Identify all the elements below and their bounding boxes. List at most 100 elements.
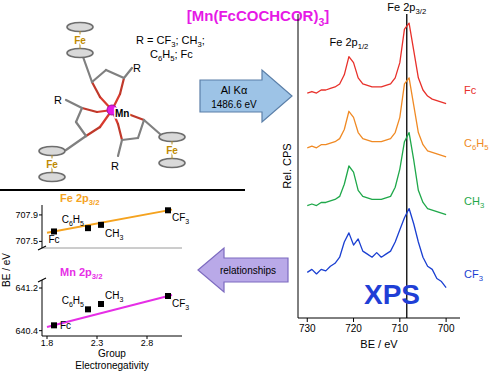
arrow-text: Al Kα (221, 84, 248, 96)
spectrum (307, 78, 446, 157)
y-tick (39, 330, 42, 331)
cp-ring (39, 147, 65, 156)
mn-label: Mn (115, 108, 129, 119)
y-tick-label: 640.4 (15, 326, 38, 336)
panel-title: Mn 2p3/2 (60, 266, 102, 281)
text-part: ; (202, 34, 205, 46)
y-axis-label: BE / eV (1, 253, 12, 287)
x-tick-label: 700 (438, 323, 455, 334)
y-tick (39, 288, 42, 289)
title: [Mn(FcCOCHCOR)3] (187, 7, 330, 28)
cp-ring (67, 49, 93, 58)
text-part: BE / eV (1, 253, 12, 287)
series-label: C6H5 (464, 137, 488, 152)
text-part: R (54, 94, 62, 106)
text-part: R = CF (136, 34, 171, 46)
xps-label: XPS (364, 279, 420, 310)
text-part: 3 (119, 234, 123, 241)
point (51, 322, 57, 328)
bond (92, 70, 106, 82)
text-part: Rel. CPS (281, 143, 293, 188)
point (85, 306, 91, 312)
text-part: 3/2 (92, 272, 103, 281)
y-tick (39, 241, 42, 242)
text-part: 1486.6 eV (211, 99, 257, 110)
text-part: 707.5 (15, 236, 38, 246)
axis-break (38, 246, 46, 250)
bond (66, 100, 82, 108)
bond (76, 122, 86, 136)
x-axis-label: BE / eV (360, 338, 398, 350)
text-part: Fe (46, 159, 58, 170)
x-axis (298, 318, 460, 319)
text-part: 2.3 (91, 338, 104, 348)
bond (128, 114, 144, 120)
figure: [Mn(FcCOCHCOR)3]FeRFeRFeRMnR = CF3; CH3;… (0, 0, 500, 374)
text-part: 707.9 (15, 210, 38, 220)
text-part: 3/2 (89, 198, 100, 207)
r-definition: R = CF3; CH3; (136, 34, 205, 49)
text-part: CF (172, 298, 185, 309)
text-part: 640.4 (15, 326, 38, 336)
spectrum (307, 133, 446, 215)
text-part: 700 (438, 323, 455, 334)
text-part: 3 (479, 274, 483, 283)
y-tick-label: 707.9 (15, 210, 38, 220)
text-part: H (73, 295, 80, 306)
text-part: Fe 2p (60, 192, 89, 204)
spectrum (307, 209, 446, 288)
iron-label: Fe (74, 35, 86, 46)
series-label: CF3 (464, 268, 483, 283)
bond (122, 138, 138, 140)
bond (138, 120, 144, 138)
iron-label: Fe (46, 159, 58, 170)
text-part: CF (464, 268, 479, 280)
text-part: ; Fc (174, 48, 193, 60)
bond (118, 124, 122, 140)
text-part: [Mn(FcCOCHCOR) (187, 7, 319, 24)
r-definition: C6H5; Fc (150, 48, 193, 63)
x-tick-label: 2.8 (141, 338, 154, 348)
point-label: CH3 (105, 290, 123, 303)
text-part: Mn 2p (60, 266, 92, 278)
text-part: 720 (345, 323, 362, 334)
divider (0, 189, 245, 191)
text-part: Fc (464, 84, 477, 96)
point-label: CF3 (172, 298, 189, 311)
text-part: 641.2 (15, 283, 38, 293)
text-part: Electronegativity (75, 360, 148, 371)
text-part: C (150, 48, 158, 60)
cp-ring (39, 173, 65, 182)
text-part: Fc (48, 234, 59, 245)
point (165, 207, 171, 213)
x-axis (42, 248, 182, 249)
text-part: 710 (391, 323, 408, 334)
point (85, 225, 91, 231)
text-part: C (62, 214, 69, 225)
x-tick (446, 318, 447, 322)
text-part: BE / eV (360, 338, 398, 350)
x-tick-label: 720 (345, 323, 362, 334)
text-part: CF (172, 212, 185, 223)
bond (118, 140, 122, 156)
x-tick (353, 318, 354, 322)
x-tick-label: 2.3 (91, 338, 104, 348)
text-part: 5 (80, 301, 84, 308)
point-label: Fc (48, 234, 59, 245)
point-label: CH3 (105, 228, 123, 241)
bond (76, 108, 82, 122)
text-part: 730 (299, 323, 316, 334)
x-axis (42, 336, 182, 337)
panel-title: Fe 2p3/2 (60, 192, 99, 207)
cp-ring (159, 133, 185, 142)
text-part: Fe 2p (387, 1, 415, 13)
spectrum (307, 23, 446, 104)
text-part: 3 (185, 304, 189, 311)
point (165, 293, 171, 299)
y-axis-label: Rel. CPS (281, 143, 293, 188)
text-part: H (162, 48, 170, 60)
iron-label: Fe (166, 145, 178, 156)
text-part: CH (464, 195, 480, 207)
point (98, 301, 104, 307)
text-part: 5 (80, 220, 84, 227)
